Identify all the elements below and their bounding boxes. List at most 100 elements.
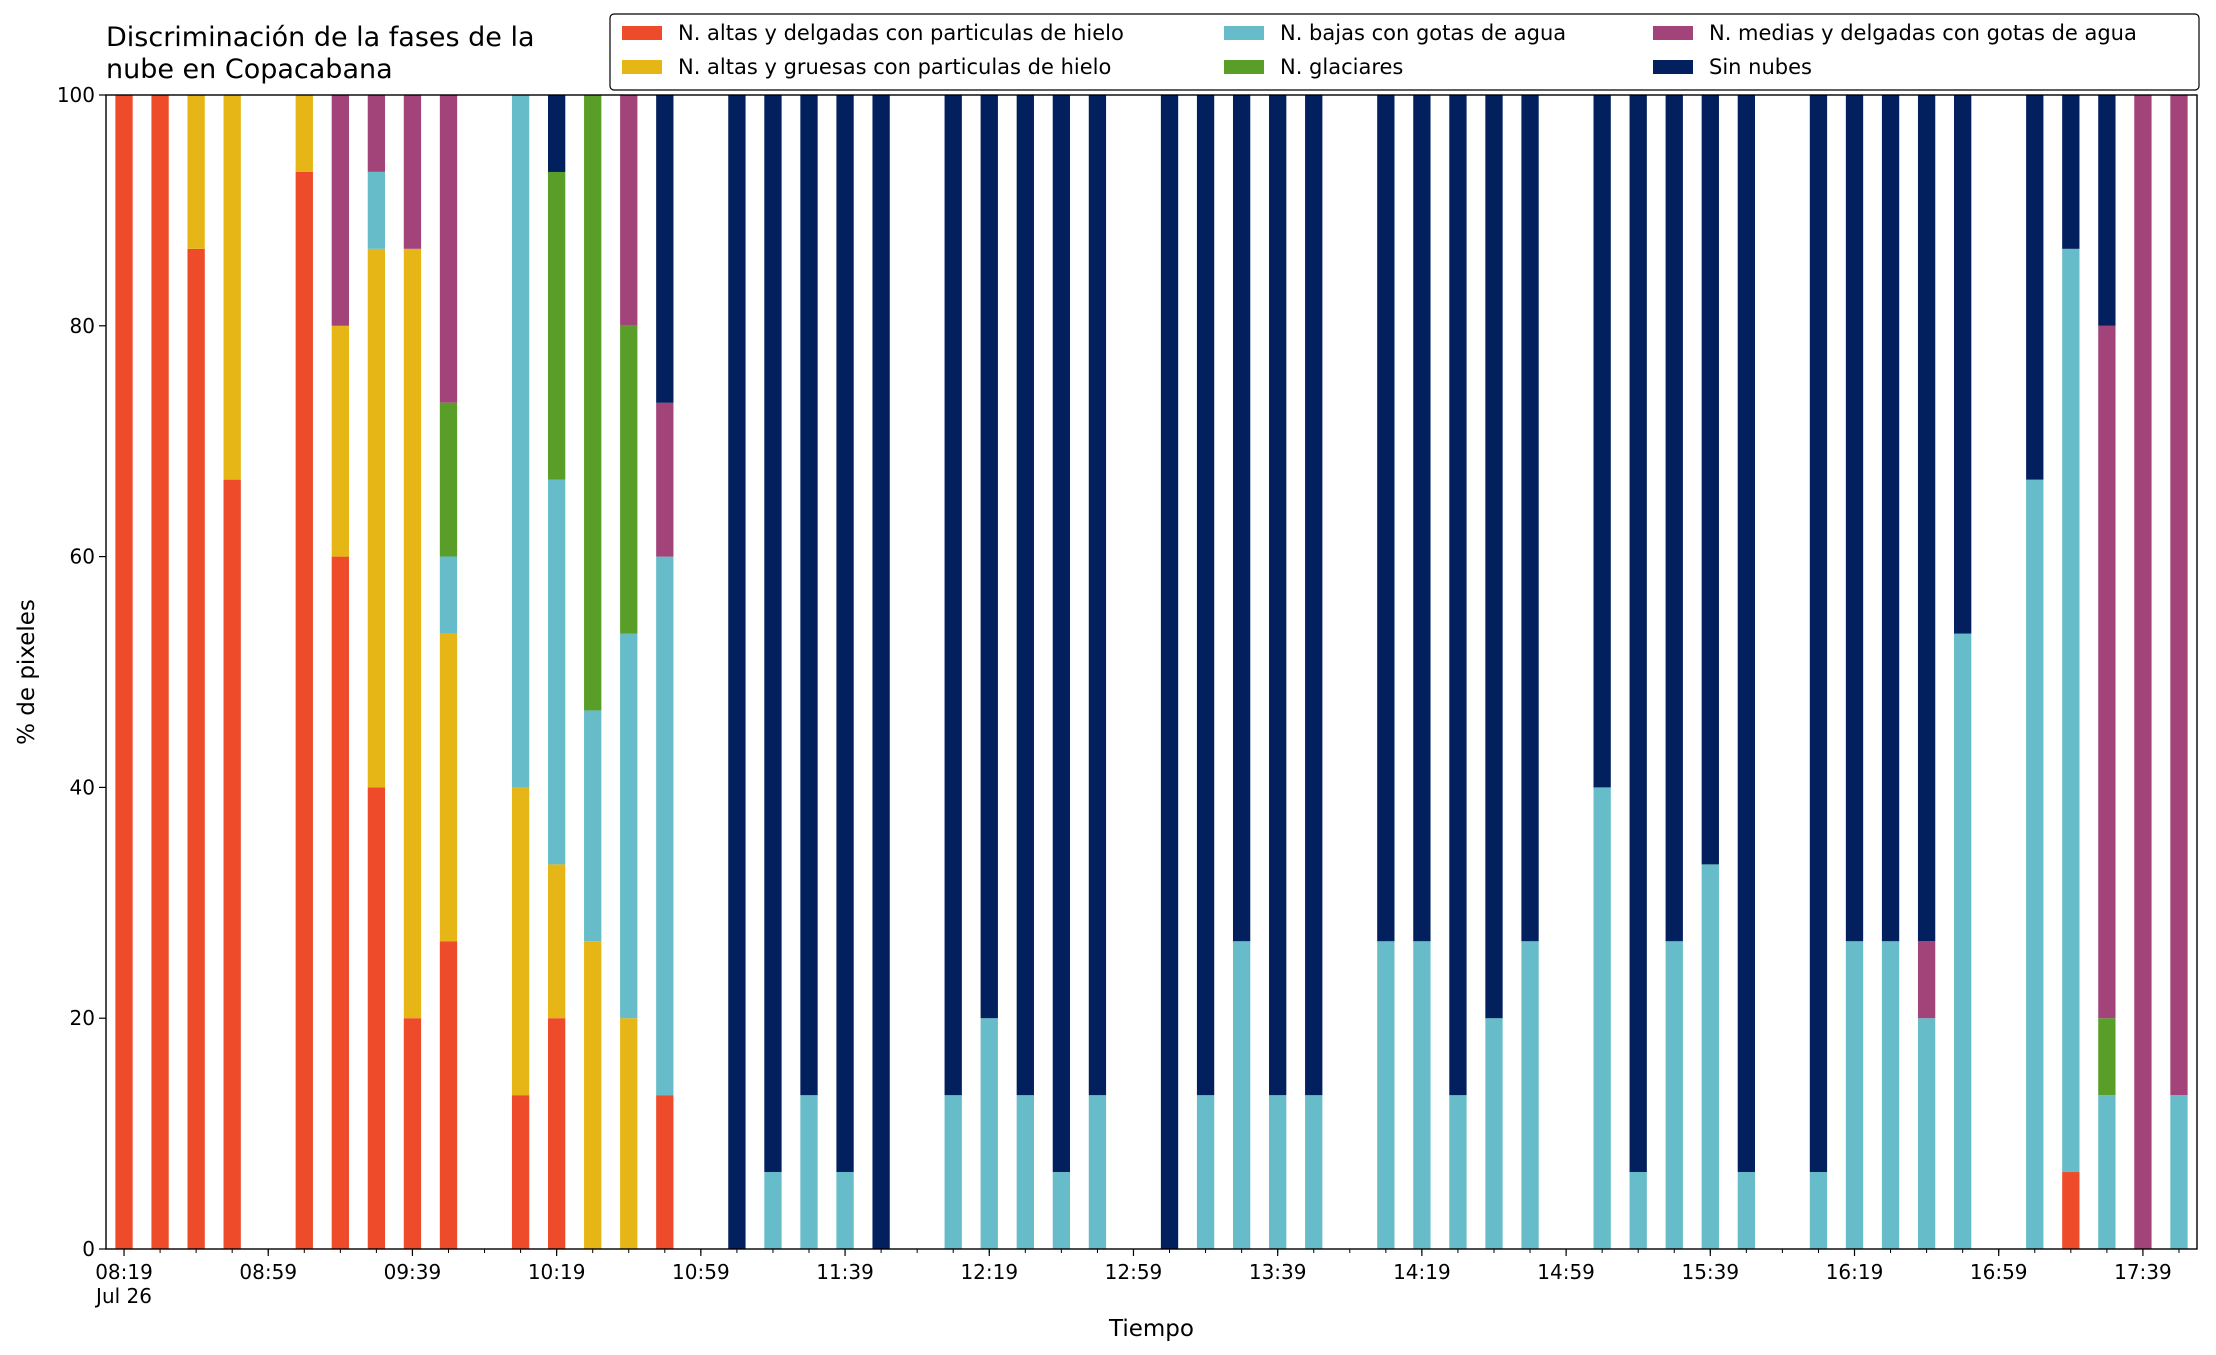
bar-segment (1377, 941, 1395, 1249)
bar-segment (1016, 1095, 1034, 1249)
legend-label: N. glaciares (1280, 55, 1403, 79)
bar-segment (2026, 479, 2044, 1250)
bar-segment (115, 95, 133, 1249)
x-tick-label: 15:39 (1681, 1260, 1739, 1284)
bar-segment (1809, 1172, 1828, 1249)
legend-label: N. medias y delgadas con gotas de agua (1709, 21, 2137, 45)
x-tick-label: 08:19 (95, 1260, 153, 1284)
bar-segment (439, 633, 458, 942)
x-tick-label: 17:39 (2114, 1260, 2172, 1284)
bar-segment (511, 95, 530, 788)
legend-label: Sin nubes (1709, 55, 1812, 79)
bar-segment (656, 1095, 674, 1249)
bar-segment (403, 95, 422, 249)
bar-segment (367, 94, 386, 172)
bar-segment (439, 402, 458, 557)
bar-segment (1449, 1095, 1467, 1249)
bar-segment (764, 1172, 782, 1249)
legend-label: N. altas y delgadas con particulas de hi… (678, 21, 1124, 45)
bar-segment (1737, 1172, 1756, 1249)
legend-swatch (1653, 26, 1693, 40)
bar-segment (1917, 1018, 1936, 1249)
bar-segment (980, 95, 998, 1019)
bar-segment (656, 402, 674, 557)
bar-segment (547, 479, 566, 865)
bar-segment (2062, 95, 2080, 249)
bar-segment (1593, 787, 1611, 1249)
bar-segment (620, 1018, 638, 1249)
bar-segment (2134, 95, 2152, 1249)
legend-swatch (622, 26, 662, 40)
bar-segment (1954, 633, 1972, 1249)
plot-frame (105, 94, 2198, 1250)
bar-segment (1269, 95, 1287, 1096)
x-tick-label: 16:19 (1826, 1260, 1884, 1284)
bar-segment (1701, 95, 1719, 865)
bar-segment (547, 1018, 566, 1249)
legend-swatch (1224, 60, 1264, 74)
bar-segment (2098, 1095, 2116, 1249)
bar-segment (620, 633, 638, 1019)
bar-segment (1629, 95, 1647, 1173)
x-tick-label: 16:59 (1970, 1260, 2028, 1284)
bar-segment (1052, 1172, 1071, 1249)
bar-segment (728, 95, 746, 1249)
bar-segment (511, 787, 530, 1096)
bar-segment (1845, 941, 1864, 1249)
bar-segment (1485, 95, 1503, 1019)
x-tick-label: 09:39 (384, 1260, 442, 1284)
bar-segment (836, 1172, 854, 1249)
bar-segment (367, 787, 386, 1249)
x-tick-label: 13:39 (1249, 1260, 1307, 1284)
bar-segment (944, 1095, 962, 1249)
bar-segment (800, 95, 818, 1096)
bar-segment (800, 1095, 818, 1249)
bar-segment (656, 95, 674, 403)
bar-segment (584, 95, 602, 711)
bar-segment (1917, 95, 1936, 942)
bar-segment (944, 95, 962, 1096)
bar-segment (1413, 941, 1431, 1249)
bar-segment (1881, 941, 1900, 1249)
bar-segment (295, 95, 313, 172)
x-tick-label: 12:19 (960, 1260, 1018, 1284)
x-tick-label: 14:19 (1393, 1260, 1451, 1284)
bar-segment (1701, 864, 1719, 1249)
bar-segment (2062, 248, 2080, 1173)
bar-segment (2062, 1172, 2080, 1249)
x-axis-label: Tiempo (1108, 1316, 1194, 1342)
y-tick-label: 20 (70, 1006, 95, 1030)
x-tick-label: 14:59 (1537, 1260, 1595, 1284)
bar-segment (2098, 325, 2116, 1019)
bar-segment (1665, 95, 1683, 942)
x-tick-label: 10:19 (528, 1260, 586, 1284)
x-tick-label: 11:39 (816, 1260, 874, 1284)
bar-segment (439, 556, 458, 634)
y-tick-label: 40 (70, 775, 95, 799)
legend-swatch (1653, 60, 1693, 74)
bar-segment (331, 325, 349, 557)
bar-segment (1088, 95, 1107, 1096)
legend-label: N. altas y gruesas con particulas de hie… (678, 55, 1111, 79)
bar-segment (295, 171, 313, 1249)
bar-segment (620, 95, 638, 326)
bar-segment (367, 248, 386, 788)
bar-segment (2026, 95, 2044, 480)
y-tick-label: 100 (57, 83, 95, 107)
bar-segment (1845, 95, 1864, 942)
bar-segment (1485, 1018, 1503, 1249)
bar-segment (1052, 95, 1071, 1173)
bar-segment (2098, 95, 2116, 326)
bar-segment (836, 95, 854, 1173)
bar-segment (1269, 1095, 1287, 1249)
bar-segment (187, 95, 205, 249)
x-tick-label: 12:59 (1105, 1260, 1163, 1284)
bar-segment (1160, 95, 1179, 1249)
y-tick-label: 60 (70, 545, 95, 569)
bar-segment (1593, 95, 1611, 788)
bar-segment (1305, 1095, 1323, 1249)
bar-segment (331, 95, 349, 326)
bar-segment (223, 479, 241, 1250)
